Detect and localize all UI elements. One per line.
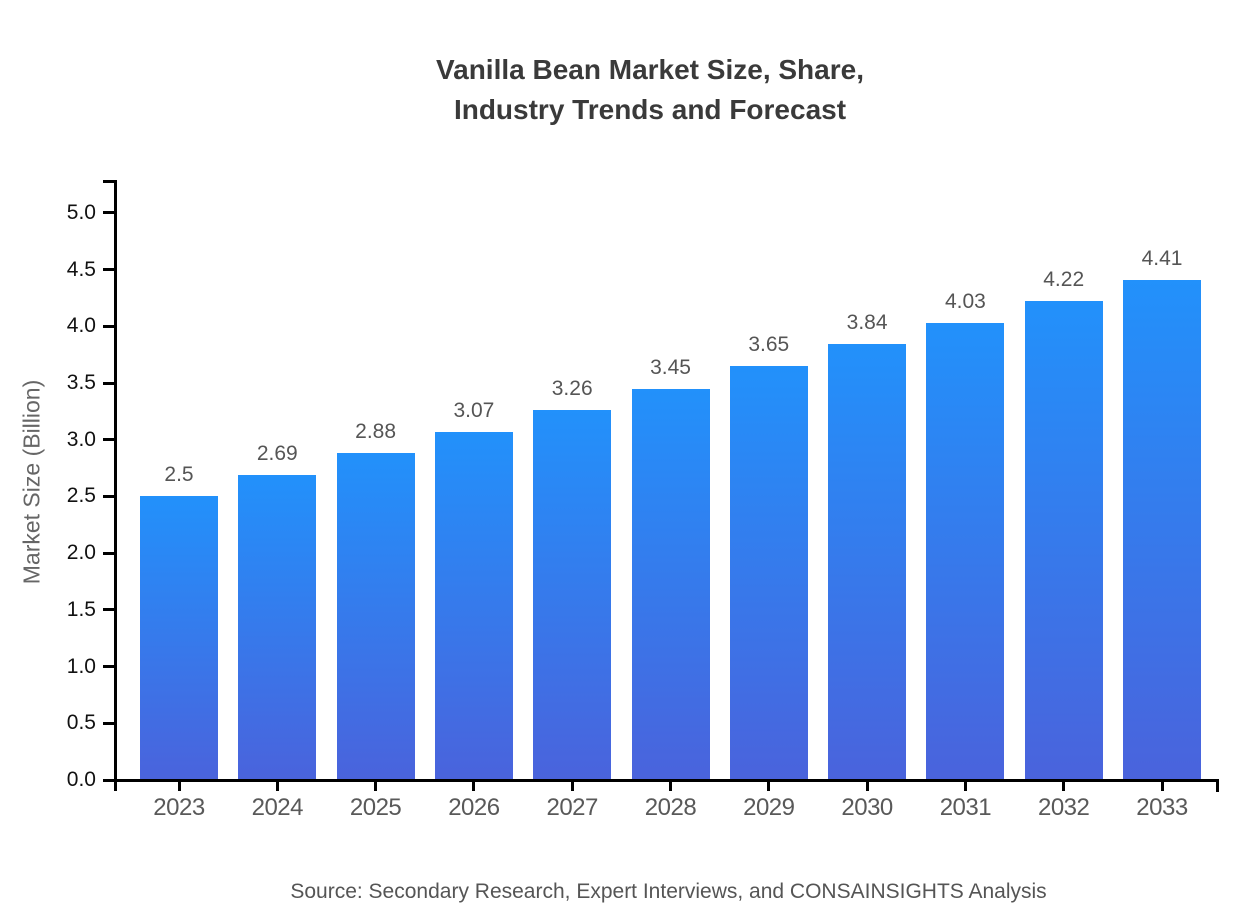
y-tick-label: 4.5	[66, 257, 96, 281]
x-tick-mark	[570, 781, 574, 791]
y-tick-mark	[103, 721, 114, 725]
y-axis-line	[114, 180, 117, 791]
x-tick-mark	[275, 781, 279, 791]
y-tick-mark	[103, 665, 114, 669]
y-tick-mark	[103, 381, 114, 385]
x-tick-label: 2024	[251, 794, 304, 821]
y-tick-label: 0.0	[66, 768, 96, 791]
y-tick-label: 3.5	[66, 371, 96, 395]
x-axis-end-cap	[1216, 778, 1219, 792]
bar-2027	[533, 410, 612, 780]
bar-2032	[1024, 301, 1103, 780]
x-tick-mark	[177, 781, 181, 791]
x-axis-line	[114, 778, 1219, 782]
y-tick-mark	[103, 551, 114, 555]
x-tick-label: 2026	[448, 794, 500, 821]
bar-value-label: 3.65	[748, 333, 790, 356]
bar-value-label: 3.45	[650, 355, 691, 379]
chart-title: Vanilla Bean Market Size, Share, Industr…	[40, 50, 1260, 130]
y-axis-end-cap	[103, 180, 114, 183]
bar-value-label: 3.26	[551, 377, 593, 401]
bar-2025	[336, 453, 415, 780]
bar-value-label: 4.22	[1043, 268, 1085, 292]
y-tick-mark	[103, 324, 114, 328]
x-tick-label: 2028	[644, 794, 697, 821]
y-tick-mark	[103, 211, 114, 215]
bar-2031	[926, 322, 1005, 780]
bar-2028	[631, 388, 710, 780]
bar-2033	[1123, 279, 1201, 780]
y-tick-label: 2.5	[66, 484, 96, 508]
source-note: Source: Secondary Research, Expert Inter…	[290, 880, 1047, 903]
bar-value-label: 3.84	[846, 311, 888, 335]
x-tick-label: 2031	[939, 794, 992, 821]
y-tick-mark	[103, 494, 114, 498]
x-tick-label: 2030	[841, 794, 893, 821]
x-tick-mark	[767, 781, 771, 791]
bar-2026	[434, 431, 513, 780]
bar-value-label: 3.07	[453, 398, 495, 422]
bar-2029	[729, 366, 808, 780]
x-tick-mark	[1160, 781, 1164, 791]
bar-value-label: 2.69	[256, 441, 298, 465]
x-tick-label: 2029	[743, 794, 795, 821]
x-tick-label: 2025	[349, 794, 402, 821]
x-tick-label: 2032	[1037, 794, 1090, 821]
bar-2024	[238, 474, 317, 780]
x-tick-mark	[669, 781, 672, 791]
bar-value-label: 4.03	[944, 289, 986, 313]
bar-value-label: 2.5	[164, 463, 194, 487]
bar-value-label: 4.41	[1141, 246, 1183, 270]
x-tick-label: 2033	[1136, 794, 1188, 821]
chart-title-line-1: Vanilla Bean Market Size, Share,	[436, 54, 864, 85]
chart-title-line-2: Industry Trends and Forecast	[453, 94, 847, 125]
x-tick-label: 2027	[546, 794, 598, 821]
y-tick-mark	[103, 608, 114, 612]
y-tick-label: 2.0	[66, 541, 96, 565]
x-tick-mark	[963, 781, 967, 791]
y-tick-label: 1.0	[66, 654, 96, 678]
bar-2030	[828, 344, 907, 780]
x-tick-mark	[374, 781, 378, 791]
bar-value-label: 2.88	[355, 420, 397, 444]
y-tick-mark	[103, 438, 114, 442]
bar-2023	[140, 496, 218, 780]
y-tick-label: 1.5	[66, 597, 96, 621]
y-tick-mark	[103, 268, 114, 272]
x-tick-mark	[865, 781, 869, 791]
x-tick-label: 2023	[153, 794, 205, 821]
y-tick-label: 5.0	[66, 200, 96, 224]
y-tick-label: 0.5	[66, 711, 96, 735]
x-tick-mark	[1062, 781, 1066, 791]
y-tick-label: 4.0	[66, 314, 96, 338]
x-tick-mark	[472, 781, 476, 791]
y-tick-mark	[103, 778, 114, 782]
y-tick-label: 3.0	[66, 427, 96, 451]
